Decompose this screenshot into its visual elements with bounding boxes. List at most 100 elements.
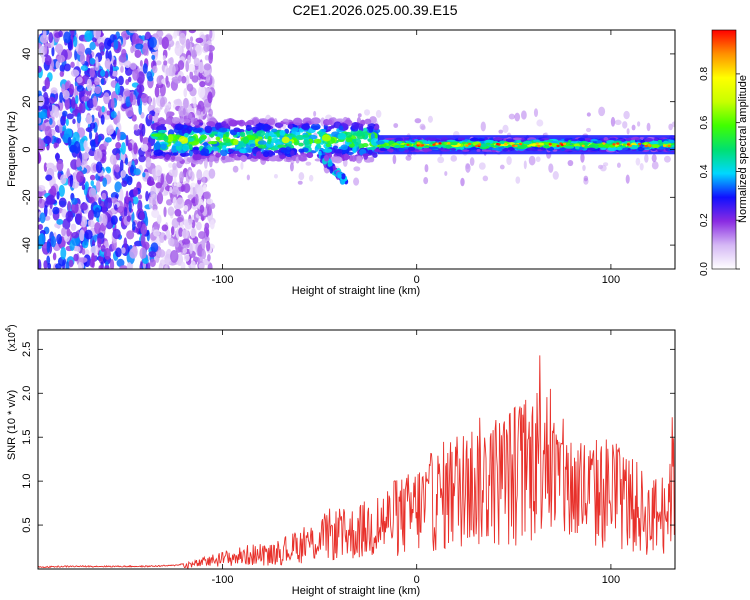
- spectrogram-cell: [38, 233, 46, 246]
- spectrogram-cell: [55, 60, 60, 70]
- spectrogram-cell: [590, 139, 598, 142]
- spectrogram-cell: [70, 30, 75, 37]
- spectrogram-peak: [511, 144, 516, 147]
- spectrogram-cell: [93, 155, 99, 161]
- spectrogram-cell: [204, 125, 213, 134]
- spectrogram-cell: [132, 221, 136, 231]
- spectrogram-cell: [307, 134, 318, 140]
- spectrogram-cell: [148, 251, 157, 258]
- spectrogram-cell: [71, 197, 78, 205]
- spectrogram-cell: [191, 228, 197, 239]
- spectrogram-cell: [185, 38, 191, 50]
- spectrogram-cell: [169, 186, 173, 194]
- spectrogram-cell: [186, 137, 195, 142]
- spectrogram-cell: [290, 127, 299, 132]
- spectrogram-cell: [142, 42, 149, 56]
- spectrogram-cell: [63, 63, 71, 72]
- figure-title: C2E1.2026.025.00.39.E15: [292, 2, 457, 18]
- spectrogram-peak: [447, 142, 451, 145]
- spectrogram-cell: [51, 46, 55, 57]
- spectrogram-cell: [157, 249, 166, 258]
- spectrogram-cell: [84, 229, 93, 240]
- spectrogram-cell: [161, 224, 169, 232]
- spectrogram-peak: [497, 143, 501, 146]
- spectrogram-cell: [84, 47, 92, 56]
- spectrogram-cell: [56, 218, 64, 225]
- spectrogram-cell: [188, 126, 197, 131]
- spectrogram-cell: [382, 139, 390, 143]
- spectrogram-cell: [156, 125, 167, 132]
- spectrogram-cell: [289, 162, 294, 172]
- spectrogram-cell: [413, 138, 419, 142]
- spectrogram-cell: [353, 166, 361, 172]
- spectrogram-cell: [103, 92, 110, 105]
- spectrogram-cell: [145, 190, 149, 202]
- spectrogram-cell: [50, 87, 58, 95]
- spectrogram-cell: [60, 246, 67, 260]
- spectrogram-cell: [39, 212, 46, 224]
- spectrogram-cell: [167, 134, 174, 142]
- spectrogram-cell: [38, 105, 43, 112]
- spectrogram-cell: [183, 219, 190, 227]
- spectrogram-peak: [562, 142, 567, 146]
- spectrogram-cell: [540, 147, 546, 151]
- spectrogram-cell: [72, 131, 80, 145]
- spectrogram-cell: [260, 119, 266, 123]
- spectrogram-cell: [601, 143, 611, 148]
- spectrogram-cell: [182, 247, 188, 254]
- spectrogram-cell: [177, 60, 185, 71]
- spectrogram-cell: [176, 197, 185, 209]
- spectrogram-cell: [302, 134, 310, 138]
- spectrogram-cell: [179, 171, 184, 183]
- spectrogram-cell: [528, 155, 536, 166]
- spectrogram-cell: [58, 197, 67, 208]
- spectrogram-cell: [140, 223, 148, 236]
- spectrogram-cell: [179, 117, 185, 124]
- spectrogram-cell: [79, 103, 83, 112]
- spectrogram-cell: [75, 94, 79, 105]
- snr-y-multiplier-base: (x10: [7, 332, 18, 352]
- spectrogram-cell: [97, 237, 102, 248]
- spectrogram-cell: [232, 165, 239, 173]
- spectrogram-cell: [163, 234, 167, 241]
- spectrogram-cell: [170, 155, 176, 161]
- spectrogram-cell: [405, 155, 412, 161]
- spectrogram-cell: [154, 85, 160, 98]
- spectrogram-cell: [89, 174, 96, 181]
- spectrogram-cell: [515, 176, 521, 184]
- spectrogram-cell: [172, 196, 177, 206]
- spectrogram-cell: [109, 259, 115, 269]
- spectrogram-cell: [481, 149, 492, 152]
- spectrogram-cell: [114, 82, 121, 95]
- spectrogram-cell: [197, 231, 206, 239]
- spectrogram-peak: [468, 142, 472, 146]
- spectrogram-cell: [306, 152, 314, 159]
- spectrogram-cell: [396, 141, 403, 144]
- spectrogram-cell: [86, 78, 92, 92]
- spectrogram-cell: [553, 146, 561, 150]
- spectrogram-cell: [602, 162, 609, 167]
- spectrogram-cell: [246, 174, 250, 181]
- spectrogram-cell: [203, 43, 210, 53]
- spectrogram-cell: [73, 253, 79, 262]
- spectrogram-cell: [103, 247, 111, 260]
- spectrogram-cell: [120, 169, 127, 178]
- spectrogram-cell: [71, 202, 79, 214]
- spectrogram-cell: [267, 118, 276, 126]
- spectrogram-cell: [98, 42, 105, 51]
- spectrogram-cell: [109, 153, 118, 166]
- spectrogram-cell: [308, 174, 314, 182]
- spectrogram-cell: [114, 181, 122, 193]
- spectrogram-cell: [622, 121, 628, 129]
- spectrogram-cell: [208, 52, 213, 64]
- spectrogram-cell: [121, 48, 127, 58]
- spectrogram-cell: [196, 185, 204, 198]
- spectrogram-cell: [259, 125, 265, 130]
- spectrogram-cell: [62, 89, 70, 100]
- spectrogram-cell: [52, 252, 57, 261]
- spectrogram-cell: [217, 130, 224, 139]
- spectrogram-cell: [277, 144, 287, 149]
- spectrogram-cell: [194, 138, 202, 142]
- spectrogram-cell: [85, 127, 93, 133]
- spectrogram-cell: [153, 149, 164, 156]
